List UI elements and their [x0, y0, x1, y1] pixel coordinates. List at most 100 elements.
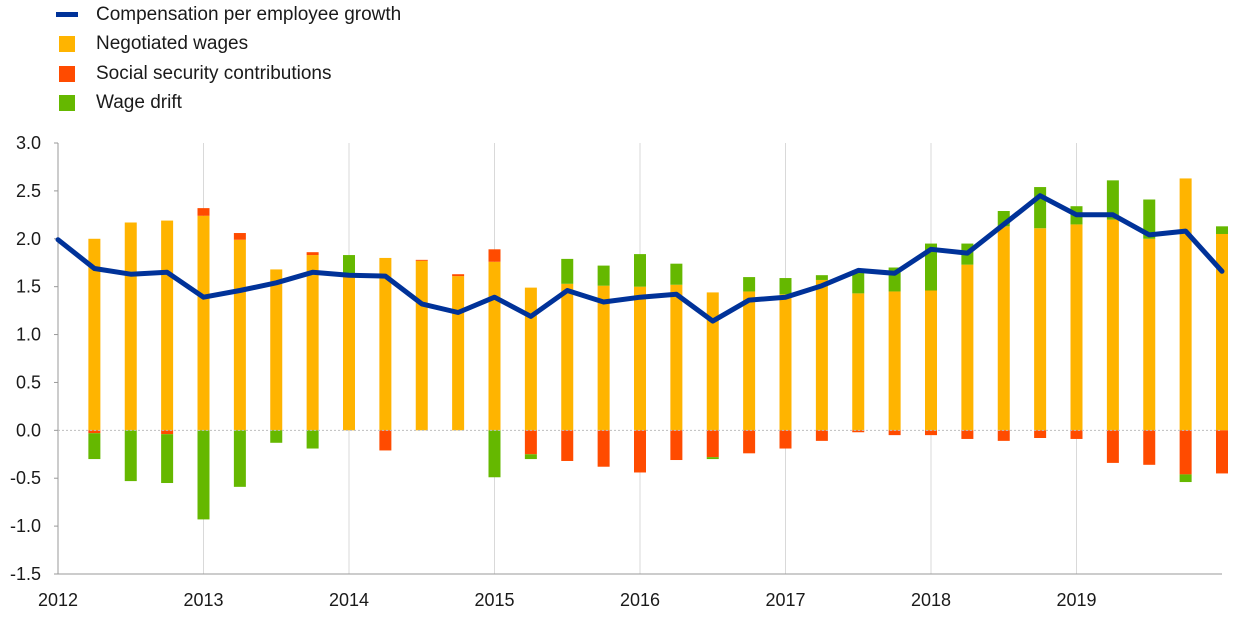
legend-label: Wage drift	[96, 92, 182, 114]
bar-wage-drift	[852, 270, 865, 294]
bar-negotiated-wages	[925, 290, 937, 431]
legend-swatch-line	[56, 12, 78, 18]
bar-wage-drift	[815, 275, 828, 280]
bar-wage-drift	[1179, 474, 1192, 483]
bar-wage-drift	[670, 263, 683, 285]
bar-social-security-contributions	[925, 430, 937, 436]
bar-social-security-contributions	[452, 274, 465, 277]
bar-social-security-contributions	[88, 430, 101, 434]
y-tick-label: 2.0	[16, 229, 41, 249]
legend-swatch	[59, 36, 75, 53]
bar-negotiated-wages	[1216, 233, 1228, 431]
bar-social-security-contributions	[197, 208, 210, 216]
legend-item-compensation: Compensation per employee growth	[56, 0, 401, 30]
bar-negotiated-wages	[706, 292, 719, 431]
bar-negotiated-wages	[670, 284, 683, 431]
bar-negotiated-wages	[233, 239, 246, 431]
y-tick-label: 1.5	[16, 277, 41, 297]
bar-wage-drift	[1143, 199, 1156, 239]
bar-negotiated-wages	[961, 264, 974, 431]
bar-wage-drift	[634, 254, 646, 287]
bar-social-security-contributions	[524, 430, 537, 455]
axis-layer	[54, 142, 1222, 575]
x-tick-label: 2015	[474, 590, 514, 610]
bar-negotiated-wages	[997, 226, 1010, 431]
bar-wage-drift	[488, 430, 501, 478]
bar-social-security-contributions	[779, 430, 792, 449]
bar-negotiated-wages	[1070, 224, 1083, 431]
bar-social-security-contributions	[306, 252, 319, 256]
bar-wage-drift	[88, 433, 101, 460]
bar-negotiated-wages	[306, 255, 319, 431]
bar-negotiated-wages	[379, 257, 392, 431]
bar-negotiated-wages	[1179, 178, 1192, 431]
legend-label: Negotiated wages	[96, 33, 249, 55]
legend-item-social-security: Social security contributions	[56, 59, 401, 89]
bar-social-security-contributions	[1216, 430, 1228, 474]
bar-social-security-contributions	[888, 430, 901, 436]
x-tick-label: 2017	[765, 590, 805, 610]
bar-negotiated-wages	[561, 283, 574, 431]
bar-social-security-contributions	[743, 430, 756, 454]
bar-wage-drift	[597, 265, 610, 286]
bar-social-security-contributions	[561, 430, 574, 461]
bar-social-security-contributions	[597, 430, 610, 467]
bar-social-security-contributions	[1070, 430, 1083, 439]
bar-social-security-contributions	[415, 259, 428, 261]
y-tick-label: -1.5	[10, 564, 41, 584]
bar-wage-drift	[306, 430, 319, 449]
legend-swatch	[59, 65, 75, 82]
legend-item-wage-drift: Wage drift	[56, 89, 401, 119]
bar-negotiated-wages	[743, 291, 756, 431]
legend-label: Compensation per employee growth	[96, 3, 402, 25]
bar-negotiated-wages	[488, 261, 501, 431]
bar-negotiated-wages	[524, 287, 537, 431]
bar-wage-drift	[233, 430, 246, 487]
bar-social-security-contributions	[706, 430, 719, 458]
line-compensation-per-employee-growth	[55, 193, 1225, 324]
bar-negotiated-wages	[270, 269, 283, 431]
bar-social-security-contributions	[379, 430, 392, 451]
bar-wage-drift	[124, 430, 137, 482]
line-layer	[55, 193, 1225, 324]
y-tick-label: 0.5	[16, 372, 41, 392]
bar-wage-drift	[343, 255, 355, 275]
bar-negotiated-wages	[124, 222, 137, 431]
bar-negotiated-wages	[197, 215, 210, 431]
bar-wage-drift	[706, 457, 719, 460]
bar-social-security-contributions	[488, 249, 501, 262]
bar-wage-drift	[524, 454, 537, 460]
legend-item-negotiated-wages: Negotiated wages	[56, 30, 401, 60]
x-tick-label: 2016	[620, 590, 660, 610]
x-tick-label: 2013	[183, 590, 223, 610]
bar-wage-drift	[270, 430, 283, 443]
bar-negotiated-wages	[1143, 238, 1156, 431]
bar-negotiated-wages	[415, 260, 428, 431]
bar-negotiated-wages	[161, 220, 174, 431]
bar-layer	[88, 178, 1228, 520]
bar-wage-drift	[561, 258, 574, 284]
bar-social-security-contributions	[1106, 430, 1119, 463]
bar-social-security-contributions	[852, 430, 865, 433]
bar-social-security-contributions	[161, 430, 174, 435]
bar-negotiated-wages	[815, 279, 828, 431]
bar-negotiated-wages	[888, 291, 901, 431]
bar-wage-drift	[1106, 180, 1119, 220]
bar-wage-drift	[779, 278, 792, 295]
bar-social-security-contributions	[670, 430, 683, 461]
bar-negotiated-wages	[1034, 228, 1047, 431]
legend-label: Social security contributions	[96, 62, 332, 84]
bar-negotiated-wages	[452, 276, 465, 431]
bar-wage-drift	[197, 430, 210, 520]
bar-social-security-contributions	[1034, 430, 1047, 438]
bar-social-security-contributions	[997, 430, 1010, 441]
bar-wage-drift	[161, 434, 174, 484]
x-tick-label: 2018	[911, 590, 951, 610]
bar-social-security-contributions	[634, 430, 646, 473]
bar-negotiated-wages	[634, 286, 646, 431]
bar-wage-drift	[925, 243, 937, 291]
bar-negotiated-wages	[88, 238, 101, 431]
y-tick-label: 1.0	[16, 325, 41, 345]
y-tick-label: -1.0	[10, 516, 41, 536]
bar-social-security-contributions	[961, 430, 974, 439]
